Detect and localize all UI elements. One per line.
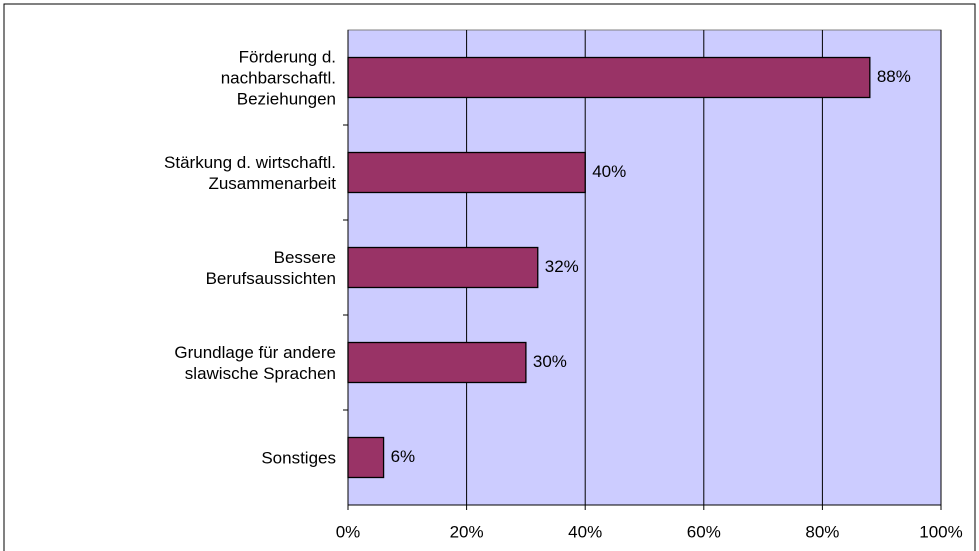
chart-border (3, 3, 976, 551)
value-label: 30% (533, 352, 567, 371)
bar (347, 56, 871, 99)
value-label: 88% (877, 67, 911, 86)
y-tick-label: Sonstiges (261, 448, 336, 467)
x-tick-label: 80% (805, 522, 839, 541)
x-tick-label: 60% (687, 522, 721, 541)
y-tick-label: Bessere Berufsaussichten (205, 247, 336, 288)
y-tick-label: Förderung d. nachbarschaftl. Beziehungen (220, 47, 336, 108)
value-label: 40% (592, 162, 626, 181)
x-tick-label: 40% (568, 522, 602, 541)
y-tick-label: Grundlage für andere slawische Sprachen (174, 342, 336, 383)
bar (347, 436, 385, 479)
x-tick-label: 100% (919, 522, 962, 541)
bar (347, 246, 539, 289)
bar (347, 151, 586, 194)
value-label: 32% (545, 257, 579, 276)
x-tick-label: 0% (336, 522, 361, 541)
x-tick-label: 20% (450, 522, 484, 541)
value-label: 6% (391, 447, 416, 466)
y-tick-label: Stärkung d. wirtschaftl. Zusammenarbeit (164, 152, 336, 193)
bar (347, 341, 527, 384)
